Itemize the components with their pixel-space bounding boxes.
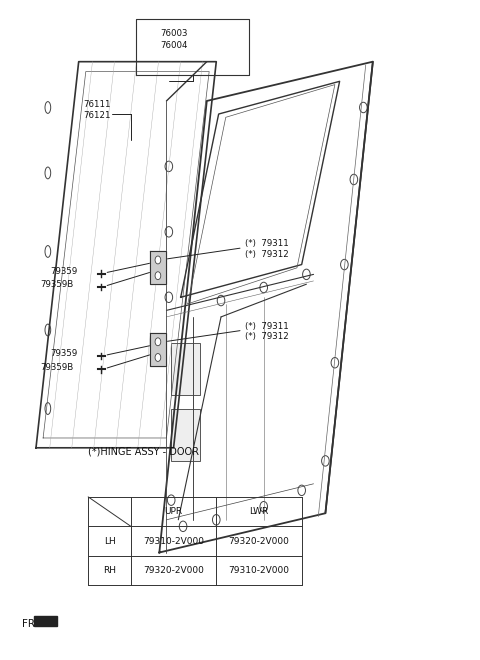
Polygon shape bbox=[150, 251, 167, 284]
Circle shape bbox=[213, 515, 220, 525]
Text: 79310-2V000: 79310-2V000 bbox=[143, 537, 204, 546]
Circle shape bbox=[298, 485, 305, 496]
Text: FR.: FR. bbox=[22, 619, 38, 629]
Text: 79359: 79359 bbox=[50, 349, 77, 358]
Ellipse shape bbox=[45, 324, 51, 336]
Circle shape bbox=[155, 256, 161, 264]
Bar bbox=[171, 409, 200, 461]
Text: 76121: 76121 bbox=[84, 111, 111, 120]
Circle shape bbox=[350, 174, 358, 185]
Text: 79359B: 79359B bbox=[41, 363, 74, 372]
Circle shape bbox=[260, 502, 267, 512]
Text: 79320-2V000: 79320-2V000 bbox=[143, 566, 204, 575]
Ellipse shape bbox=[45, 167, 51, 179]
Text: 79310-2V000: 79310-2V000 bbox=[228, 566, 289, 575]
Ellipse shape bbox=[45, 403, 51, 414]
Ellipse shape bbox=[45, 246, 51, 257]
Circle shape bbox=[155, 354, 161, 362]
Text: (*)  79311: (*) 79311 bbox=[245, 239, 288, 248]
Text: (*)  79312: (*) 79312 bbox=[245, 249, 288, 259]
Circle shape bbox=[155, 272, 161, 280]
Text: (*)  79311: (*) 79311 bbox=[245, 321, 288, 331]
Text: RH: RH bbox=[103, 566, 116, 575]
Text: 76003: 76003 bbox=[160, 29, 187, 38]
Ellipse shape bbox=[45, 102, 51, 114]
Text: 79359B: 79359B bbox=[41, 280, 74, 289]
Circle shape bbox=[322, 455, 329, 466]
Text: 79359: 79359 bbox=[50, 267, 77, 276]
Text: (*)HINGE ASSY - DOOR: (*)HINGE ASSY - DOOR bbox=[88, 446, 199, 456]
Circle shape bbox=[165, 161, 173, 172]
Text: UPR: UPR bbox=[165, 507, 183, 516]
Bar bbox=[171, 343, 200, 395]
Text: LWR: LWR bbox=[249, 507, 269, 516]
Circle shape bbox=[168, 495, 175, 506]
Circle shape bbox=[179, 521, 187, 531]
Circle shape bbox=[260, 282, 267, 292]
Circle shape bbox=[302, 269, 310, 280]
Text: LH: LH bbox=[104, 537, 115, 546]
Circle shape bbox=[217, 295, 225, 306]
Circle shape bbox=[165, 226, 173, 237]
Text: 76004: 76004 bbox=[160, 41, 187, 50]
Circle shape bbox=[155, 338, 161, 346]
Text: (*)  79312: (*) 79312 bbox=[245, 332, 288, 341]
Circle shape bbox=[165, 292, 173, 302]
Text: 79320-2V000: 79320-2V000 bbox=[228, 537, 289, 546]
Circle shape bbox=[331, 358, 339, 368]
Circle shape bbox=[341, 259, 348, 270]
Polygon shape bbox=[34, 616, 57, 626]
Text: 76111: 76111 bbox=[84, 100, 111, 109]
Polygon shape bbox=[150, 333, 167, 366]
Circle shape bbox=[360, 102, 367, 113]
